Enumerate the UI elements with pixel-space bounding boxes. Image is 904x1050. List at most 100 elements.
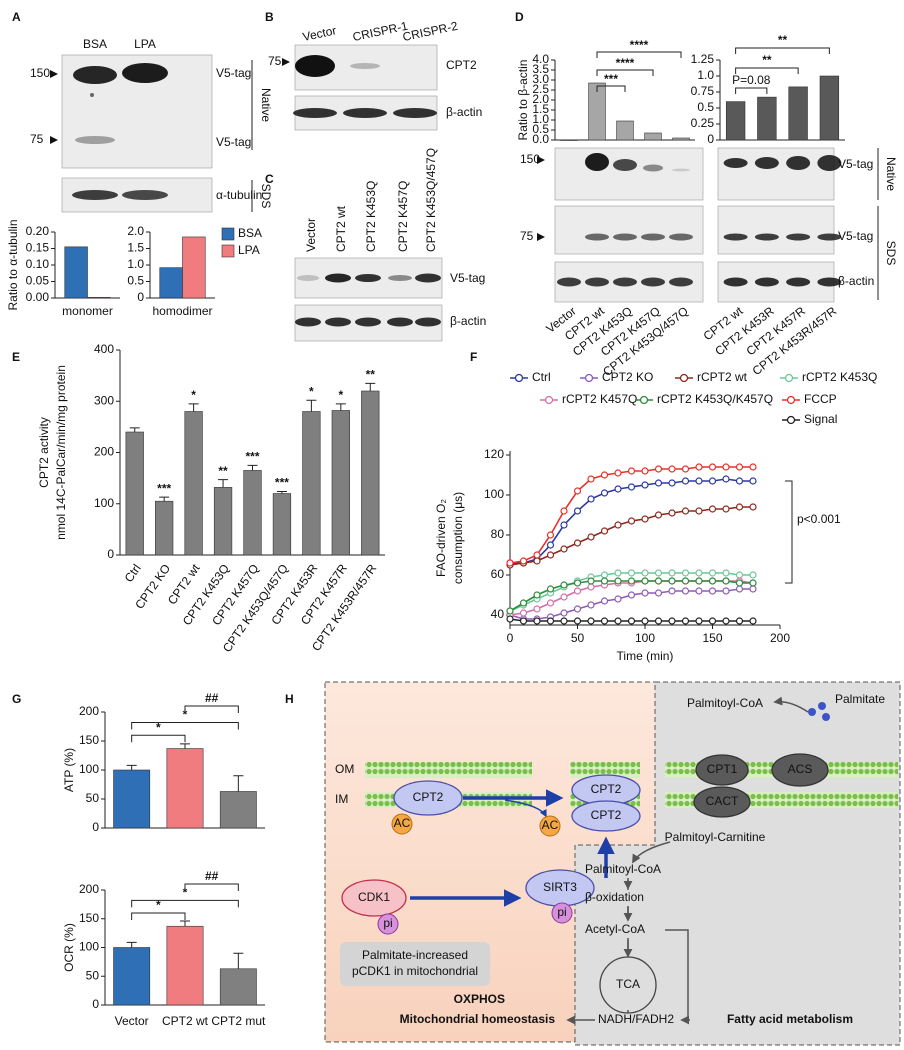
bracket [785,480,793,584]
y-tick-label: 1.0 [532,112,549,126]
significance-label: P=0.08 [732,73,771,87]
error-bar [306,399,317,412]
significance-label: * [156,898,161,912]
point [681,577,690,585]
point [533,605,541,613]
marker-label: 150 [520,152,540,166]
y-tick-label: 100 [79,940,99,954]
point [722,505,730,513]
x-tick-label: CPT2 mut [211,1014,266,1028]
blot-band [613,233,637,241]
point [695,587,703,595]
y-tick-label: 1.25 [691,52,715,66]
bar [182,236,206,299]
band-label: CPT2 [446,58,477,72]
point [735,571,744,579]
significance-label: *** [245,449,259,463]
legend-label: Ctrl [532,370,551,384]
legend-label: FCCP [804,392,837,406]
blot-band [90,93,94,97]
lane-label: CPT2 K453Q [364,181,378,252]
y-tick-label: 4.0 [532,52,549,66]
point [681,507,690,515]
y-tick-label: 2.0 [127,224,144,238]
y-tick-label: 2.0 [532,92,549,106]
significance-label: ** [762,53,772,67]
point [668,509,676,517]
error-bar [218,479,229,488]
x-tick-label: Vector [115,1014,149,1028]
point [600,597,609,605]
blot-band [295,317,321,327]
panel-label: E [12,350,20,364]
blot-band [355,317,381,327]
error-bar [126,764,137,770]
point [708,617,717,625]
diagram-label: Fatty acid metabolism [727,1012,853,1026]
significance-label: ## [205,869,219,883]
bracket [596,69,654,76]
point [695,569,703,577]
point [681,477,690,485]
y-tick-label: 1.0 [127,257,144,271]
bar [788,86,808,141]
error-bar [129,427,140,432]
significance-label: ** [218,464,228,478]
y-tick-label: 0.20 [26,224,50,238]
point [627,467,636,475]
blot-band [73,66,117,84]
diagram-label: pi [557,905,566,919]
point [668,587,676,595]
y-tick-label: 1.5 [127,241,144,255]
x-tick-label: 100 [635,631,655,645]
marker-label: 75 [520,229,534,243]
diagram-label: pCDK1 in mitochondrial [352,964,478,978]
y-tick-label: 0.5 [127,274,144,288]
blot-band [325,317,351,327]
bar [672,137,690,141]
y-axis-label: CPT2 activity [37,417,51,488]
point [654,465,663,473]
point [614,617,622,625]
legend-label: rCPT2 wt [697,370,748,384]
point [627,517,636,525]
y-tick-label: 0 [137,290,144,304]
diagram-label: TCA [616,977,640,991]
point [560,609,568,617]
point [654,511,663,519]
point [708,505,717,513]
bar [219,791,257,829]
bracket [184,705,239,713]
point [533,557,541,565]
y-axis-label: ATP (%) [62,748,76,792]
point [708,587,717,595]
point [722,569,730,577]
point [735,579,744,587]
blot-band [355,274,381,282]
blot [554,147,704,201]
bracket [131,721,239,730]
point [560,521,568,529]
point [546,599,555,607]
ac [539,815,561,837]
blot-band [415,273,441,283]
bar [302,411,321,556]
x-tick-label: 50 [571,631,585,645]
bar [361,390,380,556]
point [587,475,595,483]
point [695,477,703,485]
protein [571,800,641,832]
point [749,571,757,579]
point [546,585,555,593]
y-tick-label: 150 [79,911,99,925]
panel-label: B [265,10,274,24]
bar [213,487,233,556]
point [587,601,595,609]
bar [616,120,634,141]
lane-label: Vector [304,218,318,252]
marker-label: 75 [268,54,282,68]
point [614,577,622,585]
panel-label: A [12,10,21,24]
point [614,569,622,577]
blot-band [585,277,609,287]
